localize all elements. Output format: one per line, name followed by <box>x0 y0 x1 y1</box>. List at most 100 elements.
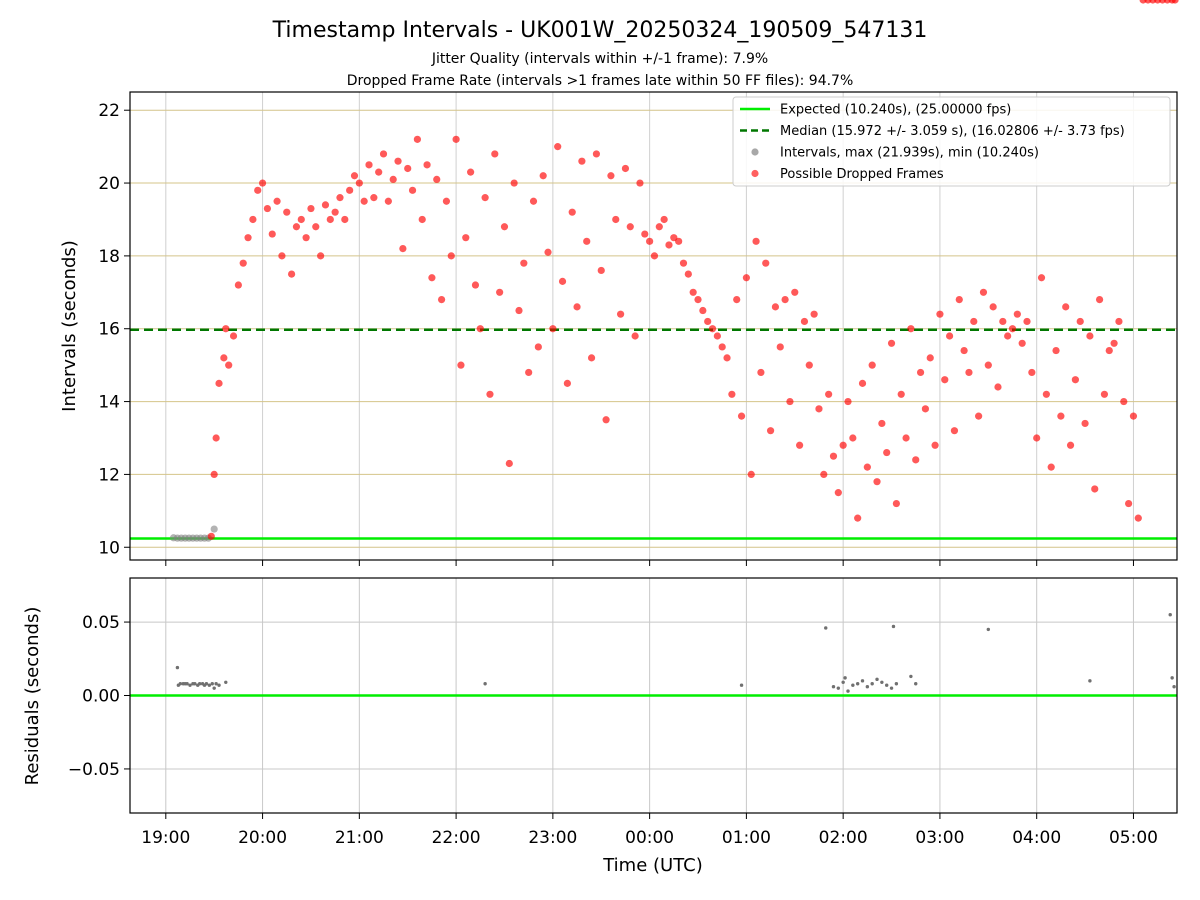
dropped-frame-point <box>1076 317 1084 326</box>
residual-point <box>870 682 874 686</box>
dropped-frame-point <box>1105 346 1113 355</box>
dropped-frame-point <box>960 346 968 355</box>
dropped-frame-point <box>563 379 571 387</box>
dropped-frame-point <box>616 310 625 318</box>
dropped-frame-point <box>902 434 910 442</box>
dropped-frame-point <box>486 390 494 398</box>
dropped-frame-point <box>970 317 978 326</box>
dropped-frame-point <box>292 223 301 231</box>
dropped-frame-point <box>1018 339 1026 347</box>
dropped-frame-point <box>820 470 828 479</box>
dropped-frame-point <box>631 332 639 340</box>
intervals-y-tick-label: 18 <box>98 247 120 267</box>
dropped-frame-point <box>418 215 426 224</box>
dropped-frame-point <box>268 230 276 238</box>
x-tick-label: 03:00 <box>915 828 964 848</box>
residual-point <box>210 682 214 686</box>
residual-point <box>188 683 192 687</box>
dropped-frame-point <box>539 172 547 180</box>
dropped-frame-point <box>989 303 997 311</box>
dropped-frame-point <box>244 234 252 242</box>
dropped-frame-point <box>341 215 349 224</box>
dropped-frame-point <box>897 390 905 398</box>
dropped-frame-point <box>1129 412 1138 420</box>
dropped-frame-point <box>646 237 654 245</box>
dropped-frame-point <box>229 332 238 340</box>
dropped-frame-point <box>723 354 731 362</box>
dropped-frame-point <box>679 259 688 267</box>
dropped-frame-point <box>747 470 755 479</box>
intervals-y-ticks: 10 12 14 16 18 20 22 <box>98 101 130 558</box>
dropped-frame-point <box>771 303 780 311</box>
x-tick-label: 04:00 <box>1012 828 1061 848</box>
dropped-frame-point <box>273 197 281 205</box>
dropped-frame-point <box>254 186 262 194</box>
dropped-frame-point <box>394 157 402 165</box>
dropped-frame-point <box>858 379 867 387</box>
residual-point <box>914 682 918 686</box>
dropped-frame-point <box>467 168 475 176</box>
interval-point <box>210 525 218 533</box>
dropped-frame-point <box>665 241 673 249</box>
dropped-frame-point <box>476 325 484 333</box>
dropped-frame-point <box>331 208 339 216</box>
dropped-frame-point <box>650 252 659 260</box>
dropped-frame-point <box>239 259 247 267</box>
dropped-frame-point <box>975 412 983 420</box>
x-tick-label: 23:00 <box>528 828 577 848</box>
dropped-frame-point <box>326 215 334 224</box>
dropped-frame-point <box>805 361 813 369</box>
residual-point <box>212 686 216 690</box>
dropped-frame-point <box>1086 332 1094 340</box>
dropped-frame-point <box>568 208 576 216</box>
intervals-reference-lines <box>130 328 1177 540</box>
dropped-frame-point <box>699 306 707 315</box>
dropped-frame-point <box>1125 499 1133 508</box>
residuals-plot: −0.05 0.00 0.05 19:00 20:00 21:00 22:00 23:00 0… <box>22 577 1178 876</box>
dropped-frame-point <box>844 397 852 406</box>
dropped-frame-point <box>350 172 359 180</box>
dropped-frame-point <box>1042 390 1050 398</box>
dropped-frame-point <box>283 208 291 216</box>
dropped-frame-point <box>258 179 267 187</box>
residuals-y-ticks: −0.05 0.00 0.05 <box>68 613 130 780</box>
dropped-frame-point <box>1062 303 1070 311</box>
chart-title: Timestamp Intervals - UK001W_20250324_19… <box>272 18 928 43</box>
intervals-x-ticks <box>165 560 1134 566</box>
residual-point <box>824 626 828 630</box>
dropped-frame-point <box>1115 317 1123 326</box>
residual-point <box>175 665 180 670</box>
x-tick-label: 02:00 <box>819 828 868 848</box>
residual-point <box>860 679 865 683</box>
intervals-y-tick-label: 20 <box>98 174 120 194</box>
residuals-y-tick-label: 0.00 <box>82 687 120 707</box>
dropped-frame-point <box>452 135 460 143</box>
dropped-frame-point <box>1071 376 1079 384</box>
residual-point <box>986 627 991 632</box>
dropped-frame-point <box>829 452 838 460</box>
chart-subtitle-dropped: Dropped Frame Rate (intervals >1 frames … <box>347 73 854 89</box>
residual-point <box>843 676 847 680</box>
dropped-frame-point <box>263 204 272 213</box>
dropped-frame-point <box>641 230 649 238</box>
dropped-frame-point <box>1013 310 1021 318</box>
residual-point <box>1168 613 1172 617</box>
dropped-frame-point <box>462 234 470 242</box>
dropped-frame-point <box>1120 397 1128 406</box>
dropped-frame-point <box>355 179 363 187</box>
dropped-frame-point <box>713 332 721 340</box>
dropped-frame-point <box>222 325 230 333</box>
residual-point <box>841 680 845 684</box>
intervals-plot: 10 12 14 16 18 20 22 Intervals (seconds) Expec… <box>59 0 1179 566</box>
dropped-frame-point <box>520 259 528 267</box>
x-tick-label: 19:00 <box>141 828 190 848</box>
dropped-frame-point <box>312 223 320 231</box>
dropped-frame-point <box>220 354 228 362</box>
residual-point <box>1170 676 1174 680</box>
dropped-frame-point <box>979 288 988 296</box>
legend-label: Median (15.972 +/- 3.059 s), (16.02806 +… <box>780 124 1125 139</box>
residual-point <box>855 682 860 686</box>
dropped-frame-point <box>428 274 436 282</box>
dropped-frame-point <box>471 281 480 289</box>
dropped-frame-point <box>249 215 257 224</box>
